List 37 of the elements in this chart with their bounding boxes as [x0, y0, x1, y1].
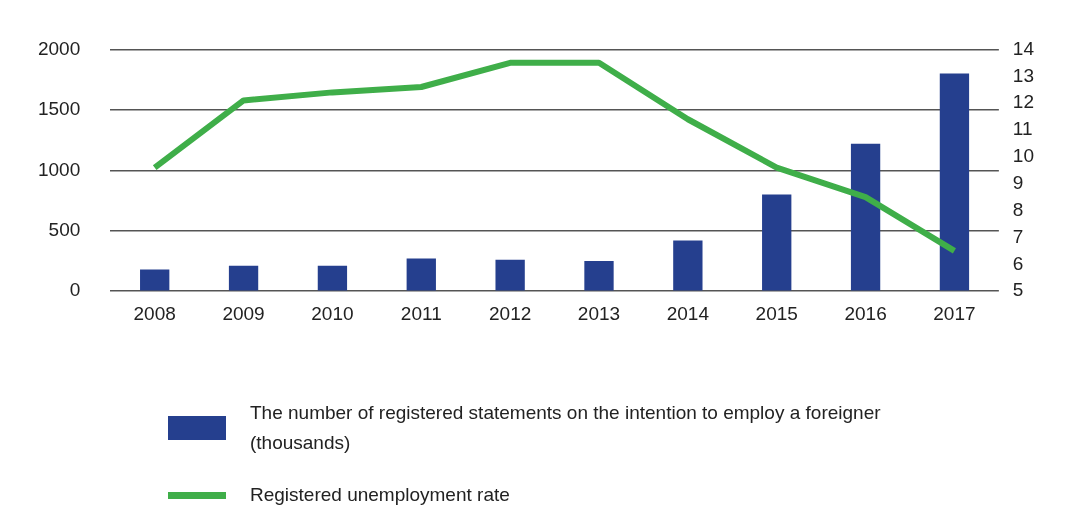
bar — [317, 265, 348, 291]
y2-tick-label: 11 — [1012, 118, 1033, 140]
y2-tick-label: 12 — [1012, 91, 1035, 113]
y2-tick-label: 7 — [1012, 225, 1024, 247]
x-tick-label: 2013 — [577, 302, 621, 324]
bar — [673, 240, 703, 291]
y-tick-label: 500 — [48, 218, 81, 240]
x-tick-label: 2011 — [400, 302, 442, 324]
x-tick-label: 2012 — [489, 302, 532, 324]
bar — [762, 194, 792, 291]
x-tick-label: 2010 — [311, 302, 354, 324]
x-tick-label: 2009 — [222, 302, 265, 324]
x-tick-label: 2017 — [933, 302, 976, 324]
y-tick-label: 0 — [69, 279, 81, 301]
bar — [584, 260, 614, 291]
bar — [406, 258, 436, 291]
y2-tick-label: 13 — [1012, 64, 1035, 86]
y2-tick-label: 9 — [1012, 171, 1024, 193]
y-tick-label: 1500 — [37, 98, 81, 120]
y2-tick-label: 14 — [1012, 37, 1035, 59]
y2-tick-label: 5 — [1012, 279, 1024, 301]
bar — [228, 265, 259, 291]
legend-label: The number of registered statements on the intention to employ a foreigner (thousands) — [250, 401, 882, 455]
y2-tick-label: 8 — [1012, 198, 1024, 220]
y-tick-label: 1000 — [37, 158, 81, 180]
x-tick-label: 2016 — [844, 302, 887, 324]
x-tick-label: 2014 — [666, 302, 710, 324]
y-tick-label: 2000 — [37, 37, 81, 59]
y2-tick-label: 10 — [1012, 145, 1035, 167]
legend-label: Registered unemployment rate — [250, 483, 510, 507]
bar — [495, 259, 525, 291]
x-tick-label: 2008 — [133, 302, 176, 324]
bar — [850, 143, 881, 291]
y2-tick-label: 6 — [1012, 252, 1024, 274]
bar — [140, 269, 170, 291]
x-tick-label: 2015 — [755, 302, 798, 324]
bar — [939, 73, 970, 291]
